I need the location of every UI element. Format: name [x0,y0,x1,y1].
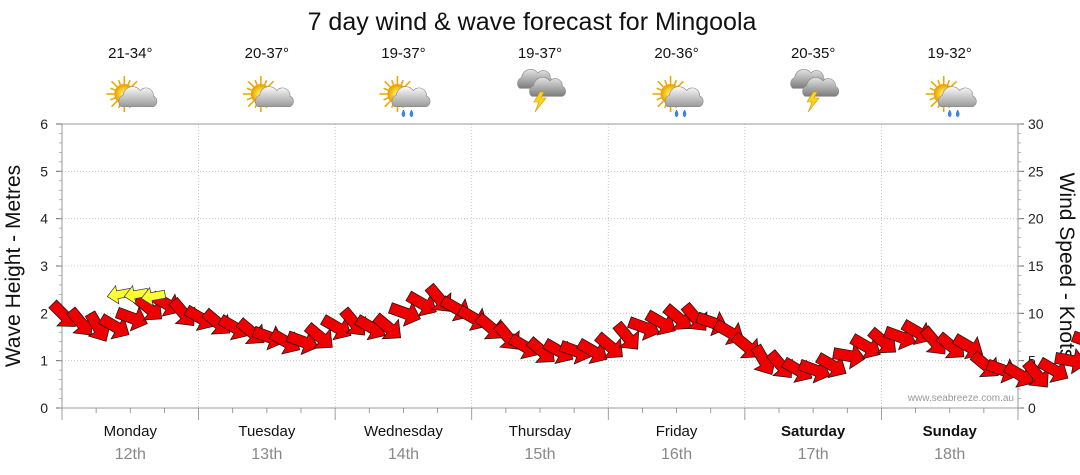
sun-cloud-rain-icon [379,76,431,118]
wind-arrow [372,312,402,340]
wind-arrow [1070,329,1080,356]
day-name-label: Tuesday [238,423,295,440]
day-date-label: 18th [934,446,965,463]
left-tick-label: 3 [40,258,48,274]
right-tick-label: 25 [1028,163,1044,179]
day-temperature-range: 20-35° [791,45,835,62]
right-axis-title: Wind Speed - Knots [1055,173,1078,360]
left-axis-title: Wave Height - Metres [2,165,25,367]
storm-icon [790,69,840,113]
right-tick-label: 30 [1028,116,1044,132]
sun-cloud-icon [242,76,294,112]
wind-arrow [303,322,333,349]
day-date-label: 13th [251,446,282,463]
day-temperature-range: 19-37° [381,45,425,62]
gust-series [106,284,167,307]
sun-cloud-rain-icon [652,76,704,118]
gust-arrow [140,286,167,307]
daily-forecast-row: 21-34° 20-37° 19-37° 19-37° 20-36° 20-35° 19-3… [106,45,977,118]
right-tick-label: 10 [1028,305,1044,321]
wind-arrow [1002,361,1035,388]
day-name-label: Wednesday [364,423,443,440]
wind-arrow [98,313,130,340]
day-date-label: 12th [115,446,146,463]
right-tick-label: 20 [1028,211,1044,227]
wind-arrow [405,290,437,317]
sun-cloud-rain-icon [925,76,977,118]
day-name-label: Sunday [923,423,978,440]
gust-arrow [106,284,133,305]
wind-arrow [1022,358,1049,388]
storm-icon [517,69,566,113]
day-date-label: 16th [661,446,692,463]
left-tick-label: 5 [40,163,48,179]
sun-cloud-icon [106,76,158,112]
day-temperature-range: 20-36° [654,45,698,62]
day-date-label: 15th [524,446,555,463]
left-tick-label: 2 [40,305,48,321]
day-temperature-range: 19-37° [518,45,562,62]
day-temperature-range: 19-32° [928,45,972,62]
wind-arrow [474,312,504,340]
day-labels: Monday 12th Tuesday 13th Wednesday 14th Thursd… [104,423,978,463]
grid-lines [62,124,1018,408]
wind-arrow [849,333,881,360]
day-date-label: 17th [798,446,829,463]
wind-arrow [900,319,932,346]
wind-arrow [662,303,692,330]
wind-arrow [320,314,352,341]
wind-series [48,282,1080,388]
wind-arrow [576,337,608,364]
wind-arrow [644,309,676,336]
day-date-label: 14th [388,446,419,463]
right-tick-label: 0 [1028,400,1036,416]
day-temperature-range: 21-34° [108,45,152,62]
day-name-label: Monday [104,423,158,440]
credit-text: www.seabreeze.com.au [907,393,1014,404]
day-name-label: Thursday [509,423,572,440]
left-tick-label: 1 [40,353,48,369]
wind-arrow [388,301,421,327]
wind-arrow [612,320,640,350]
left-axis-ticks: 0 1 2 3 4 5 6 [40,116,1019,420]
day-temperature-range: 20-37° [245,45,289,62]
wind-arrow [832,343,866,370]
chart-title: 7 day wind & wave forecast for Mingoola [308,8,757,36]
day-name-label: Friday [656,423,698,440]
wind-arrow [1037,356,1069,383]
wind-arrow [815,352,847,379]
left-tick-label: 0 [40,400,48,416]
wind-arrow [133,293,163,321]
right-tick-label: 15 [1028,258,1044,274]
gust-arrow [123,284,150,305]
wind-arrow [594,331,623,359]
wind-arrow [1054,347,1080,375]
wind-arrow [114,306,148,332]
day-name-label: Saturday [781,423,846,440]
wind-arrow [285,329,319,356]
left-tick-label: 6 [40,116,48,132]
left-tick-label: 4 [40,211,48,227]
